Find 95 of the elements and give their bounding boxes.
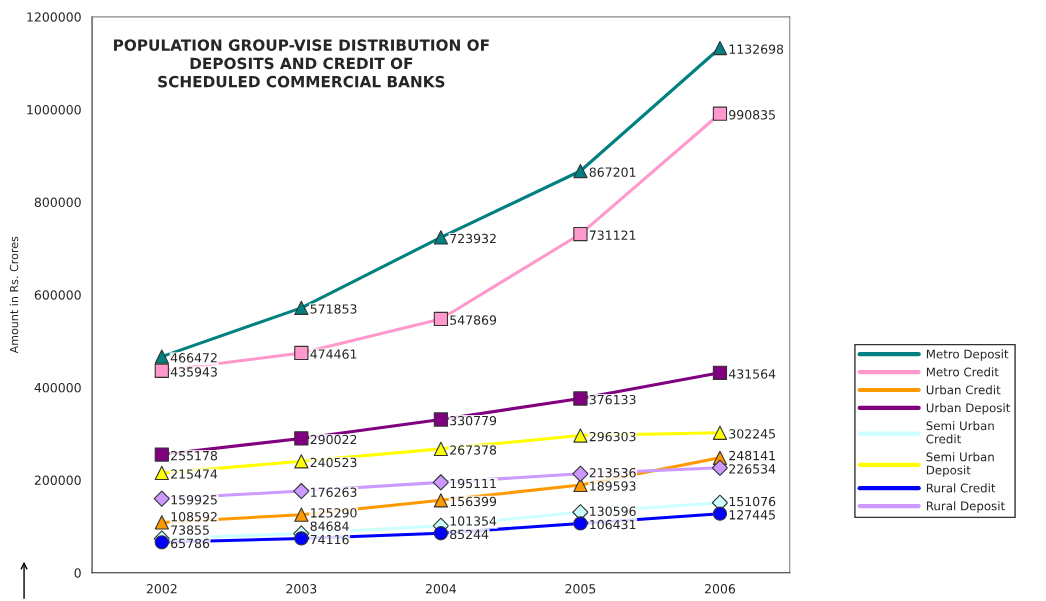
data-label: 85244 <box>450 529 489 540</box>
data-label: 226534 <box>729 464 776 474</box>
y-tick-label: 1000000 <box>27 104 81 115</box>
data-label: 302245 <box>729 429 775 439</box>
data-label: 74116 <box>310 534 349 545</box>
data-label: 1132698 <box>729 44 784 54</box>
text: POPULATION GROUP-VISE DISTRIBUTION OF DEPOSITS AND CREDIT OF SCHEDULED COMMERCIAL BANKS <box>114 39 489 88</box>
point <box>154 349 169 364</box>
legend-label: Metro Deposit <box>926 349 1009 361</box>
data-label: 290022 <box>310 434 357 445</box>
point <box>433 412 449 427</box>
point <box>293 482 310 500</box>
y-axis-title: Amount in Rs. Crores <box>9 236 19 354</box>
point <box>433 311 449 327</box>
data-label: 151076 <box>729 496 776 507</box>
point <box>154 447 169 462</box>
point <box>154 515 169 530</box>
data-label: 84684 <box>310 521 349 531</box>
point <box>433 526 449 541</box>
data-label: 240523 <box>310 457 357 468</box>
legend-label: Urban Credit <box>926 385 1001 395</box>
point <box>294 531 309 546</box>
point <box>294 507 309 522</box>
legend-label: Urban Deposit <box>926 403 1011 415</box>
point <box>294 454 309 469</box>
data-label: 176263 <box>311 487 357 497</box>
point <box>433 441 449 457</box>
data-label: 267378 <box>450 445 497 455</box>
point <box>573 226 588 242</box>
point <box>712 506 728 521</box>
point <box>153 490 170 507</box>
y-tick-label: 800000 <box>34 197 81 208</box>
point <box>572 465 589 482</box>
data-label: 248141 <box>729 450 775 461</box>
data-label: 330779 <box>450 415 497 426</box>
point <box>712 365 728 380</box>
data-label: 376133 <box>589 394 636 405</box>
data-label: 130596 <box>590 506 636 516</box>
data-label: 101354 <box>450 516 497 526</box>
point <box>573 163 588 179</box>
data-label: 723932 <box>450 233 496 244</box>
point <box>432 474 450 491</box>
data-label: 125290 <box>311 508 357 518</box>
x-tick-label: 2002 <box>146 584 177 594</box>
data-label: 867201 <box>589 167 636 177</box>
point <box>573 428 588 443</box>
x-tick-label: 2003 <box>286 584 317 594</box>
point <box>294 345 309 361</box>
y-tick-label: 200000 <box>34 475 81 486</box>
point <box>154 363 169 378</box>
data-label: 731121 <box>589 230 636 240</box>
data-label: 255178 <box>171 450 218 461</box>
point <box>154 465 169 481</box>
data-label: 106431 <box>590 519 636 530</box>
y-tick-label: 600000 <box>34 290 81 300</box>
legend-label: Rural Deposit <box>926 501 1005 513</box>
data-label: 547869 <box>450 315 497 325</box>
point <box>433 493 449 508</box>
point <box>573 516 588 531</box>
point <box>712 425 728 440</box>
point <box>154 535 169 550</box>
data-label: 213536 <box>589 467 636 478</box>
data-label: 431564 <box>728 369 776 379</box>
data-label: 466472 <box>170 353 217 363</box>
point <box>712 40 728 56</box>
point <box>294 300 309 315</box>
y-tick-label: 1200000 <box>27 12 81 22</box>
point <box>294 431 309 446</box>
data-label: 108592 <box>171 511 217 522</box>
point <box>711 459 729 476</box>
data-label: 474461 <box>310 349 357 359</box>
x-tick-label: 2005 <box>565 584 596 594</box>
point <box>433 230 449 245</box>
legend-label: Rural Credit <box>926 483 996 493</box>
data-label: 159925 <box>171 495 217 505</box>
x-tick-label: 2004 <box>425 584 457 594</box>
legend-label: Semi Urban Deposit <box>926 452 994 477</box>
legend-label: Metro Credit <box>926 367 999 377</box>
legend-label: Semi Urban Credit <box>926 421 994 444</box>
data-label: 435943 <box>170 367 217 377</box>
data-label: 195111 <box>450 478 496 489</box>
data-label: 215474 <box>171 469 218 479</box>
data-label: 65786 <box>171 538 210 549</box>
data-label: 189593 <box>590 481 636 491</box>
x-tick-label: 2006 <box>704 584 736 594</box>
data-label: 296303 <box>589 431 636 442</box>
data-label: 127445 <box>729 510 775 520</box>
y-tick-label: 0 <box>74 568 81 578</box>
point <box>573 391 588 406</box>
point <box>712 106 728 121</box>
data-label: 73855 <box>171 525 209 535</box>
y-tick-label: 400000 <box>34 382 81 393</box>
data-label: 990835 <box>729 110 775 120</box>
data-label: 156399 <box>450 496 497 507</box>
data-label: 571853 <box>310 304 357 314</box>
